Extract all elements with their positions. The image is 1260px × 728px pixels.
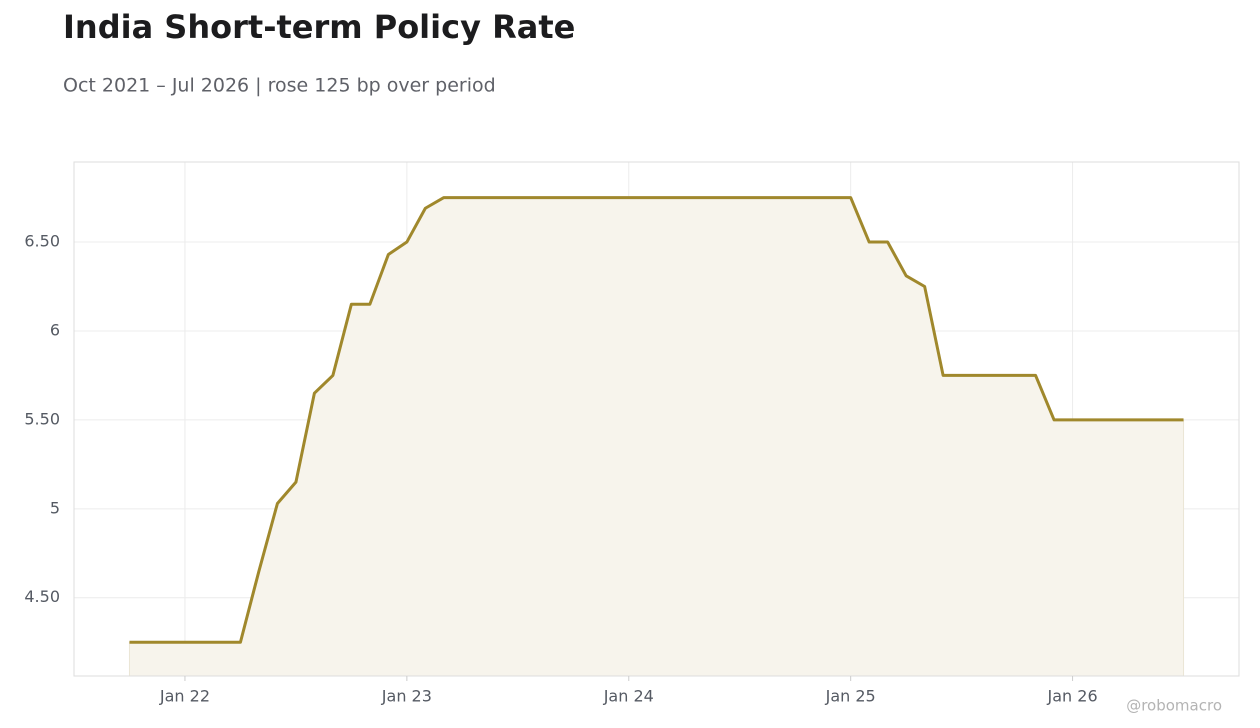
chart-subtitle: Oct 2021 – Jul 2026 | rose 125 bp over p… [63, 75, 496, 97]
y-tick-label: 5.50 [24, 409, 60, 428]
x-tick-label: Jan 22 [159, 687, 210, 706]
line [129, 196, 1184, 644]
y-tick-label: 5 [50, 498, 60, 517]
plot-frame [73, 161, 1240, 677]
x-tick-label: Jan 25 [825, 687, 876, 706]
x-tick-label: Jan 23 [381, 687, 432, 706]
area [128, 197, 1185, 677]
watermark: @robomacro [1126, 697, 1222, 715]
y-tick-label: 6 [50, 320, 60, 339]
x-tick-label: Jan 24 [603, 687, 654, 706]
y-tick-label: 4.50 [24, 587, 60, 606]
x-tick-label: Jan 26 [1047, 687, 1098, 706]
y-tick-label: 6.50 [24, 232, 60, 251]
chart-title: India Short-term Policy Rate [63, 8, 575, 46]
